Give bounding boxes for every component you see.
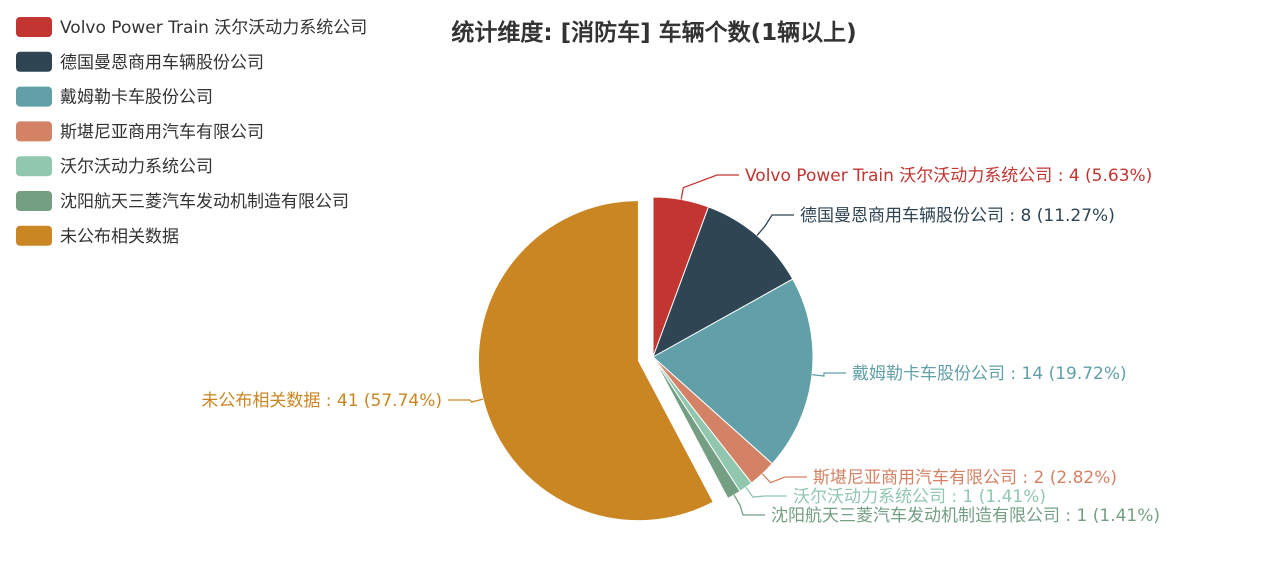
- legend-item-1[interactable]: 德国曼恩商用车辆股份公司: [16, 51, 264, 73]
- legend: Volvo Power Train 沃尔沃动力系统公司德国曼恩商用车辆股份公司戴…: [16, 17, 367, 247]
- legend-swatch: [16, 191, 52, 211]
- legend-swatch: [16, 86, 52, 107]
- leader-line-6: [448, 398, 484, 403]
- legend-swatch: [16, 121, 52, 142]
- legend-label: 戴姆勒卡车股份公司: [60, 88, 213, 108]
- legend-label: 沃尔沃动力系统公司: [60, 157, 213, 177]
- legend-item-2[interactable]: 戴姆勒卡车股份公司: [16, 86, 213, 108]
- legend-item-6[interactable]: 未公布相关数据: [16, 225, 179, 247]
- chart-title: 统计维度: [消防车] 车辆个数(1辆以上): [451, 19, 856, 46]
- leader-line-4: [745, 486, 787, 498]
- slice-label-3: 斯堪尼亚商用汽车有限公司 : 2 (2.82%): [813, 468, 1117, 488]
- slice-label-0: Volvo Power Train 沃尔沃动力系统公司 : 4 (5.63%): [745, 166, 1152, 186]
- legend-item-0[interactable]: Volvo Power Train 沃尔沃动力系统公司: [16, 17, 367, 38]
- legend-label: 斯堪尼亚商用汽车有限公司: [60, 122, 264, 142]
- legend-label: 未公布相关数据: [60, 227, 179, 247]
- legend-swatch: [16, 225, 52, 246]
- leader-line-2: [811, 372, 846, 377]
- slice-label-6: 未公布相关数据 : 41 (57.74%): [201, 391, 442, 411]
- legend-label: 德国曼恩商用车辆股份公司: [60, 53, 264, 73]
- pie-slices: [477, 196, 814, 522]
- legend-label: 沈阳航天三菱汽车发动机制造有限公司: [60, 192, 349, 212]
- legend-item-5[interactable]: 沈阳航天三菱汽车发动机制造有限公司: [16, 191, 349, 212]
- slice-2[interactable]: [652, 278, 814, 465]
- leader-line-5: [733, 494, 765, 516]
- legend-label: Volvo Power Train 沃尔沃动力系统公司: [60, 18, 367, 38]
- legend-swatch: [16, 51, 52, 72]
- legend-swatch: [16, 17, 52, 37]
- legend-item-4[interactable]: 沃尔沃动力系统公司: [16, 156, 213, 177]
- legend-item-3[interactable]: 斯堪尼亚商用汽车有限公司: [16, 121, 264, 142]
- leader-line-1: [756, 214, 794, 236]
- slice-labels: Volvo Power Train 沃尔沃动力系统公司 : 4 (5.63%) 德…: [201, 166, 1160, 526]
- slice-5[interactable]: [652, 356, 741, 500]
- slice-label-4: 沃尔沃动力系统公司 : 1 (1.41%): [793, 487, 1046, 507]
- slice-1[interactable]: [652, 206, 794, 359]
- slice-label-5: 沈阳航天三菱汽车发动机制造有限公司 : 1 (1.41%): [771, 506, 1160, 526]
- legend-swatch: [16, 156, 52, 177]
- slice-label-1: 德国曼恩商用车辆股份公司 : 8 (11.27%): [800, 206, 1115, 226]
- leader-line-0: [680, 174, 739, 200]
- slice-label-2: 戴姆勒卡车股份公司 : 14 (19.72%): [852, 364, 1127, 384]
- leader-line-3: [761, 473, 807, 484]
